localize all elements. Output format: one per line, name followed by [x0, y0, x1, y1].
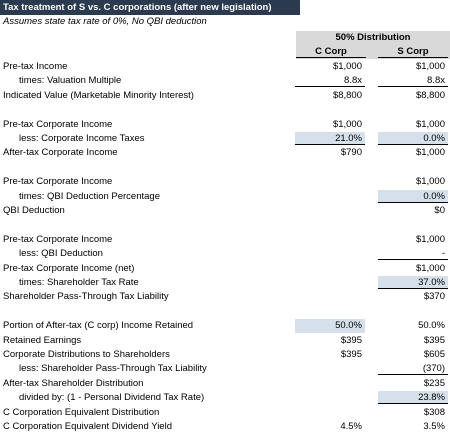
column-header: S Corp — [378, 45, 448, 58]
row-label: C Corporation Equivalent Distribution — [3, 406, 160, 418]
row-label: less: Shareholder Pass-Through Tax Liabi… — [19, 363, 207, 375]
row-label: After-tax Shareholder Distribution — [3, 377, 144, 389]
cell: 23.8% — [378, 391, 448, 405]
row-label: Corporate Distributions to Shareholders — [3, 349, 170, 360]
row-label: Pre-tax Corporate Income — [3, 176, 113, 188]
cell: $1,000 — [415, 233, 445, 245]
cell: 50.0% — [418, 320, 445, 332]
cell: 0.0% — [378, 189, 448, 203]
cell: $395 — [340, 349, 362, 360]
cell: 21.0% — [295, 132, 365, 145]
row-label: C Corporation Equivalent Dividend Yield — [3, 421, 172, 432]
cell: 4.5% — [340, 421, 362, 432]
cell: $395 — [423, 334, 445, 346]
title: Tax treatment of S vs. C corporations (a… — [0, 0, 300, 15]
cell: $1,000 — [415, 147, 445, 159]
row-label: less: Corporate Income Taxes — [19, 133, 145, 144]
row-label: times: QBI Deduction Percentage — [19, 190, 160, 202]
row-label: Retained Earnings — [3, 334, 82, 346]
cell: $1,000 — [415, 118, 445, 130]
subtitle: Assumes state tax rate of 0%, No QBI ded… — [3, 16, 207, 27]
cell: - — [378, 247, 448, 261]
row-label: times: Shareholder Tax Rate — [19, 277, 139, 288]
cell: (370) — [378, 362, 448, 376]
cell: $790 — [340, 147, 362, 159]
cell: $308 — [423, 406, 445, 418]
cell: $8,800 — [415, 89, 445, 101]
cell: $395 — [340, 334, 362, 346]
cell: 8.8x — [295, 74, 365, 88]
row-label: QBI Deduction — [3, 205, 65, 216]
header-band — [296, 31, 450, 59]
cell: 50.0% — [295, 319, 365, 334]
cell: $1,000 — [332, 61, 362, 72]
group-header: 50% Distribution — [335, 32, 411, 43]
cell: $1,000 — [415, 262, 445, 274]
cell: 3.5% — [423, 421, 445, 432]
cell: $0 — [434, 205, 445, 216]
row-label: times: Valuation Multiple — [19, 75, 122, 87]
row-label: divided by: (1 - Personal Dividend Tax R… — [19, 392, 205, 404]
cell: 37.0% — [378, 276, 448, 289]
row-label: Indicated Value (Marketable Minority Int… — [3, 89, 194, 101]
row-label: After-tax Corporate Income — [3, 147, 118, 159]
cell: $605 — [423, 349, 445, 360]
row-label: Pre-tax Corporate Income (net) — [3, 262, 135, 274]
row-label: less: QBI Deduction — [19, 248, 103, 260]
row-label: Pre-tax Corporate Income — [3, 233, 113, 245]
cell: $370 — [423, 291, 445, 303]
row-label: Pre-tax Income — [3, 61, 68, 72]
cell: 8.8x — [378, 74, 448, 88]
cell: $1,000 — [415, 61, 445, 72]
row-label: Shareholder Pass-Through Tax Liability — [3, 291, 169, 303]
cell: 0.0% — [378, 132, 448, 145]
cell: $8,800 — [332, 89, 362, 101]
cell: $235 — [423, 377, 445, 389]
cell: $1,000 — [415, 176, 445, 188]
column-header: C Corp — [296, 45, 366, 58]
cell: $1,000 — [332, 118, 362, 130]
row-label: Pre-tax Corporate Income — [3, 118, 113, 130]
row-label: Portion of After-tax (C corp) Income Ret… — [3, 320, 194, 332]
